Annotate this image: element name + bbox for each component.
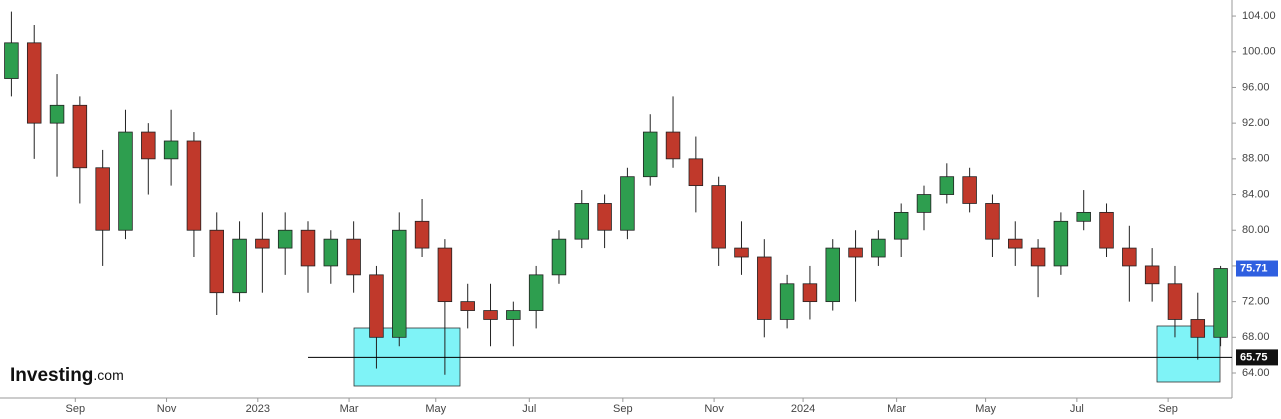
candle-body bbox=[597, 203, 612, 231]
y-tick-label: 84.00 bbox=[1242, 188, 1270, 200]
candle-body bbox=[118, 131, 133, 231]
candle-body bbox=[163, 140, 179, 160]
logo: Investing.com bbox=[10, 365, 124, 386]
y-tick-label: 64.00 bbox=[1242, 367, 1270, 379]
x-tick-label: Nov bbox=[704, 403, 724, 415]
y-tick-label: 80.00 bbox=[1242, 224, 1270, 236]
candle-body bbox=[4, 42, 19, 79]
candle-body bbox=[414, 220, 430, 249]
candle-body bbox=[186, 140, 202, 231]
candle-body bbox=[232, 238, 247, 294]
candle-body bbox=[72, 104, 88, 169]
x-tick-label: Mar bbox=[887, 403, 906, 415]
candle-body bbox=[551, 238, 567, 276]
candle-body bbox=[779, 283, 795, 320]
candle-body bbox=[26, 42, 42, 124]
support-label-box bbox=[1236, 349, 1278, 366]
x-tick-label: Sep bbox=[1158, 403, 1178, 415]
x-tick-label: 2023 bbox=[246, 403, 270, 415]
candle-body bbox=[1076, 211, 1091, 222]
candle-body bbox=[255, 238, 270, 249]
logo-suffix: .com bbox=[93, 367, 123, 383]
candle-body bbox=[1099, 211, 1114, 249]
candle-body bbox=[483, 310, 498, 320]
candle-body bbox=[209, 229, 224, 294]
y-tick-label: 92.00 bbox=[1242, 117, 1270, 129]
candle-body bbox=[346, 238, 361, 276]
candle-body bbox=[1190, 319, 1206, 338]
x-tick-label: Sep bbox=[613, 403, 633, 415]
y-tick-label: 68.00 bbox=[1242, 331, 1270, 343]
candle-body bbox=[528, 274, 544, 311]
y-tick-label: 100.00 bbox=[1242, 46, 1276, 58]
y-tick-label: 104.00 bbox=[1242, 10, 1276, 22]
x-tick-label: Jul bbox=[522, 403, 536, 415]
candle-body bbox=[323, 238, 339, 267]
candle-body bbox=[1030, 247, 1046, 267]
x-tick-label: Sep bbox=[65, 403, 85, 415]
candle-body bbox=[141, 131, 156, 160]
candle-body bbox=[392, 229, 407, 338]
candle-body bbox=[688, 158, 704, 187]
candle-body bbox=[985, 203, 1000, 240]
x-tick-label: May bbox=[425, 403, 446, 415]
candle-body bbox=[300, 229, 316, 267]
candle-body bbox=[277, 229, 293, 249]
candle-body bbox=[437, 247, 453, 303]
candle-body bbox=[369, 274, 384, 338]
candle-body bbox=[642, 131, 658, 178]
candle-body bbox=[939, 176, 955, 195]
x-tick-label: 2024 bbox=[791, 403, 815, 415]
candle-body bbox=[95, 167, 110, 231]
candle-body bbox=[49, 104, 65, 124]
candle-body bbox=[802, 283, 818, 303]
candle-body bbox=[893, 211, 909, 240]
y-tick-label: 96.00 bbox=[1242, 81, 1270, 93]
candle-body bbox=[711, 185, 726, 249]
last-price-box bbox=[1236, 260, 1278, 277]
candle-body bbox=[871, 238, 886, 258]
x-tick-label: Mar bbox=[340, 403, 359, 415]
candle-body bbox=[1008, 238, 1023, 249]
candle-body bbox=[1144, 265, 1160, 285]
x-tick-label: Nov bbox=[157, 403, 177, 415]
candle-body bbox=[574, 203, 590, 240]
candle-body bbox=[460, 301, 475, 311]
candle-body bbox=[665, 131, 681, 160]
x-tick-label: Jul bbox=[1070, 403, 1084, 415]
candle-body bbox=[916, 194, 932, 213]
candle-body bbox=[620, 176, 635, 231]
y-tick-label: 72.00 bbox=[1242, 296, 1270, 308]
logo-brand: Investing bbox=[10, 365, 93, 386]
last-price-label: 75.71 bbox=[1240, 262, 1268, 274]
candle-body bbox=[506, 310, 521, 320]
candle-body bbox=[848, 247, 863, 258]
candle-body bbox=[1213, 268, 1228, 338]
highlight-zone bbox=[1156, 325, 1221, 383]
candle-body bbox=[962, 176, 977, 204]
support-label: 65.75 bbox=[1240, 351, 1268, 363]
candle-body bbox=[825, 247, 840, 303]
candle-body bbox=[1053, 220, 1069, 267]
candle-body bbox=[757, 256, 772, 320]
x-tick-label: May bbox=[975, 403, 996, 415]
candle-body bbox=[734, 247, 749, 258]
candle-body bbox=[1122, 247, 1137, 267]
y-tick-label: 88.00 bbox=[1242, 153, 1270, 165]
candle-body bbox=[1167, 283, 1183, 320]
